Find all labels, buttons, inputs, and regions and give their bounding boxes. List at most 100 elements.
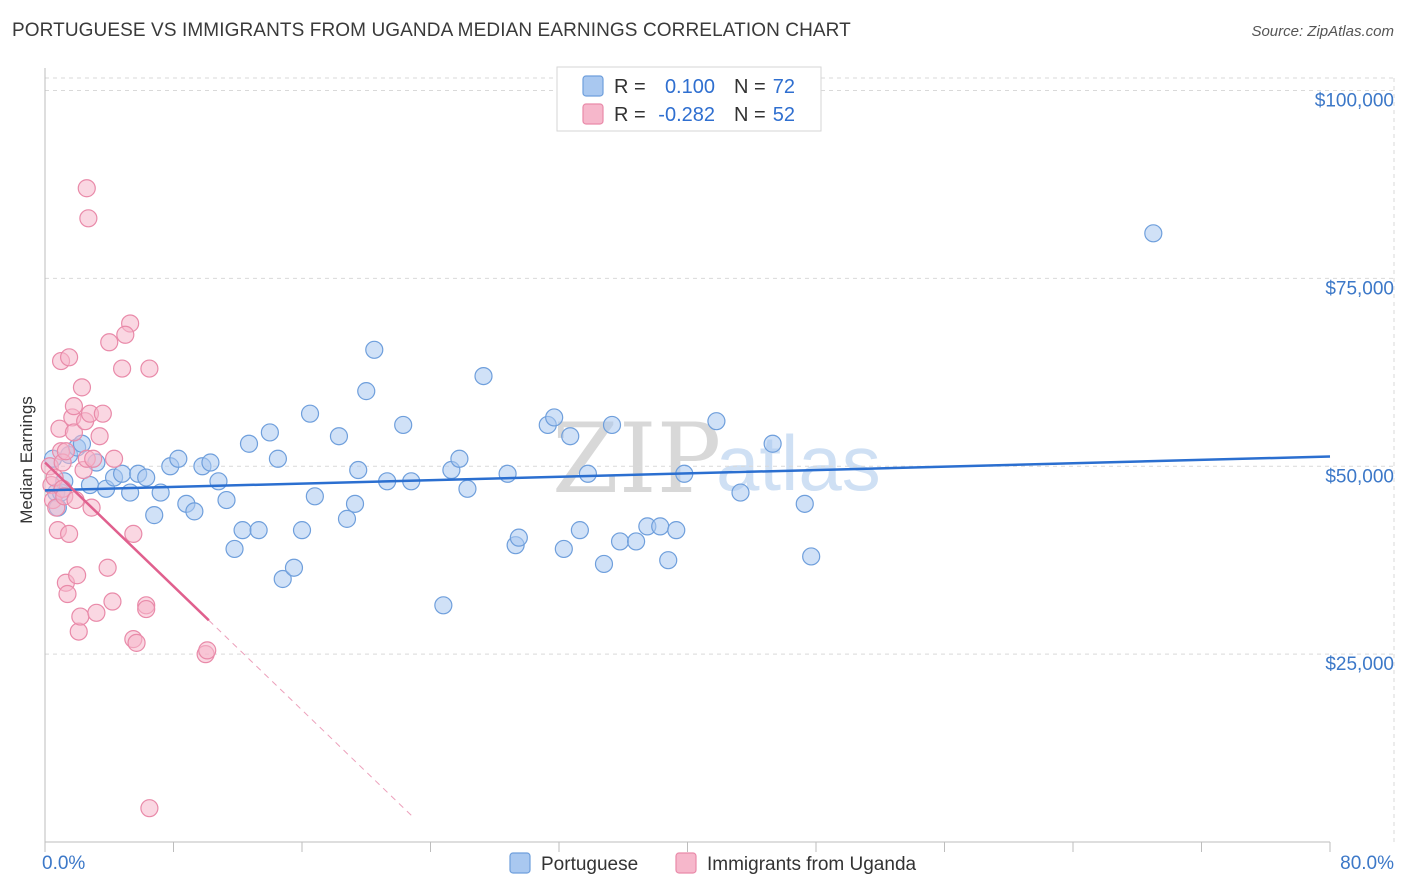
portuguese-point — [239, 434, 259, 453]
portuguese-point — [763, 434, 782, 453]
uganda-point — [127, 633, 146, 652]
portuguese-point — [137, 468, 156, 487]
portuguese-point — [185, 502, 204, 521]
portuguese-point — [659, 551, 678, 570]
portuguese-point — [349, 460, 368, 480]
x-tick-label-max: 80.0% — [1340, 853, 1394, 874]
portuguese-point — [357, 382, 376, 401]
portuguese-point — [474, 366, 493, 386]
series-legend: Portuguese Immigrants from Uganda — [509, 852, 917, 875]
uganda-point — [98, 558, 117, 577]
portuguese-point — [145, 506, 164, 525]
legend-r-label-1: R = — [614, 76, 646, 98]
legend-n-value-uganda: 52 — [773, 104, 795, 126]
uganda-point — [64, 423, 84, 442]
chart-title: PORTUGUESE VS IMMIGRANTS FROM UGANDA MED… — [12, 20, 851, 41]
portuguese-point — [802, 547, 821, 566]
uganda-point — [64, 397, 84, 416]
uganda-point — [100, 333, 119, 352]
portuguese-point — [554, 539, 573, 559]
series-legend-label-portuguese: Portuguese — [541, 854, 638, 875]
portuguese-point — [450, 449, 469, 468]
portuguese-point — [731, 483, 750, 502]
series-legend-swatch-portuguese — [509, 852, 531, 874]
series-legend-label-uganda: Immigrants from Uganda — [707, 854, 917, 875]
watermark-zip: ZIP — [552, 403, 721, 515]
y-tick-label: $50,000 — [1325, 466, 1394, 487]
portuguese-point — [578, 464, 598, 483]
portuguese-point — [273, 569, 292, 589]
uganda-point — [124, 524, 143, 544]
uganda-point — [68, 566, 87, 585]
y-tick-labels: $25,000 $50,000 $75,000 $100,000 — [1315, 91, 1394, 676]
portuguese-point — [233, 521, 252, 540]
legend-swatch-portuguese — [582, 75, 604, 97]
trend-line-portuguese — [44, 455, 1331, 492]
uganda-point — [77, 179, 96, 198]
portuguese-point — [1144, 224, 1163, 243]
portuguese-point — [217, 490, 236, 510]
portuguese-point — [626, 532, 646, 551]
portuguese-point — [121, 483, 140, 502]
portuguese-point — [284, 558, 304, 577]
portuguese-point — [329, 427, 349, 446]
uganda-point — [84, 449, 103, 468]
portuguese-point — [225, 539, 244, 559]
uganda-point — [104, 449, 124, 468]
portuguese-point — [570, 521, 589, 540]
y-tick-label: $75,000 — [1325, 278, 1394, 299]
uganda-point — [103, 592, 122, 611]
portuguese-point — [394, 415, 413, 435]
y-axis-label: Median Earnings — [17, 396, 36, 524]
portuguese-point — [667, 521, 686, 540]
source-credit: Source: ZipAtlas.com — [1251, 23, 1394, 40]
uganda-point — [93, 404, 112, 423]
legend-swatch-uganda — [582, 103, 604, 125]
uganda-point — [140, 799, 159, 818]
legend-n-label-2: N = — [734, 104, 766, 126]
uganda-point — [59, 348, 79, 367]
portuguese-point — [610, 532, 630, 551]
portuguese-point — [209, 472, 228, 491]
portuguese-point — [498, 464, 517, 483]
portuguese-point — [458, 479, 477, 498]
portuguese-point — [249, 521, 268, 540]
portuguese-point — [602, 415, 622, 435]
portuguese-point — [545, 408, 564, 427]
x-tick-label-min: 0.0% — [42, 853, 85, 874]
y-tick-label: $100,000 — [1315, 91, 1394, 112]
uganda-point — [137, 599, 156, 619]
portuguese-point — [260, 423, 279, 442]
portuguese-point — [365, 340, 384, 359]
portuguese-point — [509, 528, 528, 547]
legend-n-value-portuguese: 72 — [773, 76, 795, 98]
portuguese-point — [795, 494, 814, 513]
uganda-point — [66, 490, 85, 510]
portuguese-point — [169, 449, 188, 468]
portuguese-point — [292, 521, 312, 540]
trend-line-uganda — [44, 461, 210, 622]
portuguese-point — [337, 509, 357, 528]
uganda-point — [87, 603, 106, 622]
uganda-point — [69, 622, 88, 641]
uganda-point — [198, 641, 217, 660]
portuguese-point — [651, 517, 670, 536]
uganda-point — [72, 378, 92, 397]
uganda-point — [116, 325, 135, 344]
portuguese-point — [300, 404, 320, 423]
portuguese-point — [268, 449, 288, 468]
correlation-legend: R = 0.100 N = 72 R = -0.282 N = 52 — [556, 66, 822, 132]
trend-lines — [44, 455, 1331, 819]
legend-r-label-2: R = — [614, 104, 646, 126]
uganda-point — [140, 359, 159, 378]
portuguese-point — [201, 453, 220, 472]
series-legend-swatch-uganda — [675, 852, 697, 874]
portuguese-point — [305, 487, 324, 506]
y-tick-label: $25,000 — [1325, 654, 1394, 675]
uganda-point — [58, 584, 77, 604]
portuguese-point — [112, 464, 132, 483]
uganda-point — [90, 427, 109, 446]
portuguese-point — [561, 427, 580, 446]
uganda-point — [112, 359, 132, 378]
